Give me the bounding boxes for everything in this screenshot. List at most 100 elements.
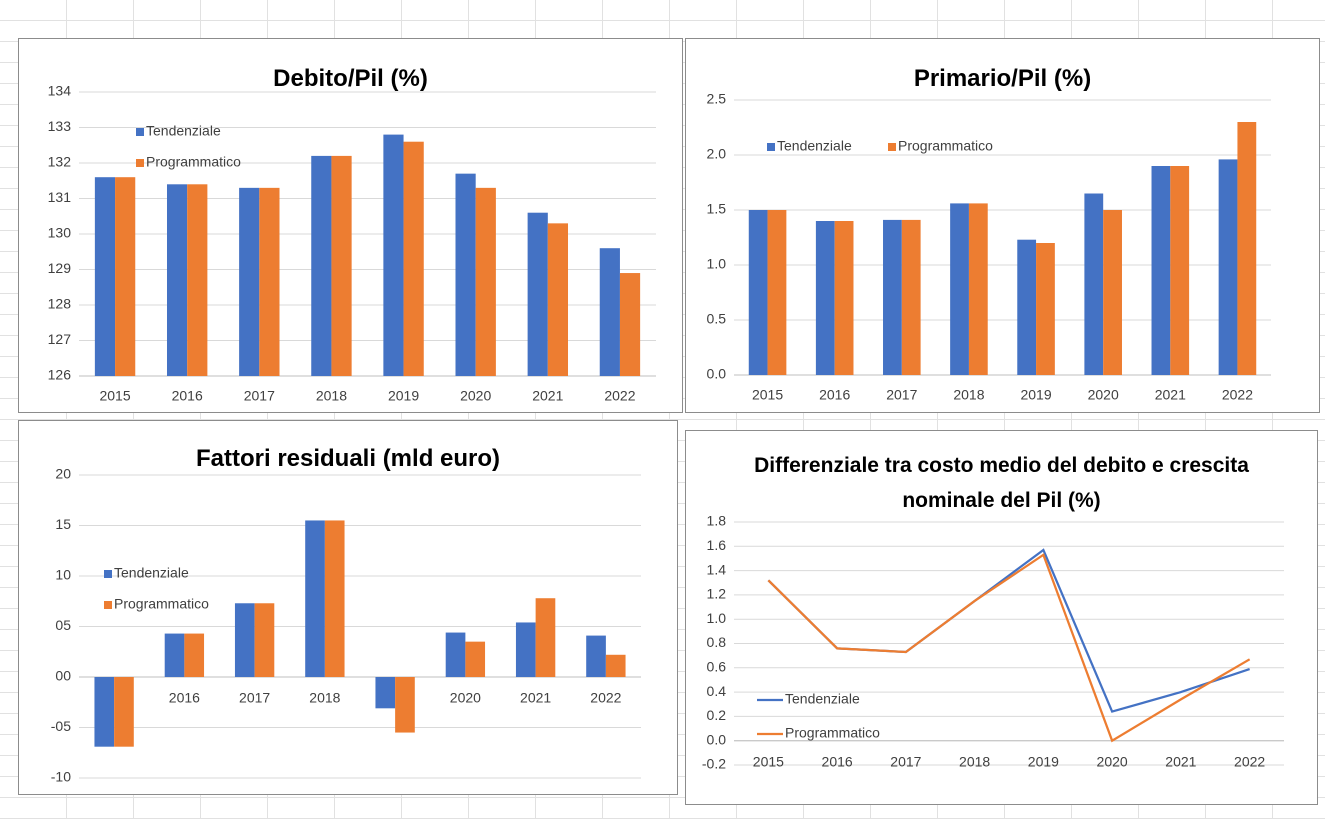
bar [901,219,921,375]
bar [114,677,134,747]
x-tick-label: 2016 [819,387,850,403]
bar [115,177,136,376]
bar [324,520,345,677]
chart-box: -0.2 0.0 0.2 0.4 0.6 0.8 1.0 1.2 1.4 1.6 1.8 2015 20… [685,430,1318,805]
legend-swatch [767,143,775,151]
y-tick-label: 0.0 [707,731,727,747]
x-tick-label: 2020 [450,690,481,706]
legend-swatch [104,601,112,609]
bar [395,677,415,733]
x-tick-label: 2019 [388,388,419,404]
bar [465,641,486,677]
legend-label: Tendenziale [114,565,189,581]
y-tick-label: 0.2 [707,707,727,723]
y-tick-label: 2.0 [707,146,727,162]
legend-swatch [136,128,144,136]
legend-swatch [136,159,144,167]
x-tick-label: 2018 [316,388,347,404]
bar [619,273,641,376]
x-tick-label: 2017 [890,753,921,769]
y-tick-label: 0.5 [707,311,727,327]
bar [254,603,275,677]
bar [968,203,988,375]
y-tick-label: 128 [48,296,72,312]
y-tick-label: 0.0 [707,366,727,382]
y-tick-label: 1.8 [707,513,727,529]
y-tick-label: 00 [55,668,71,684]
x-tick-label: 2019 [1028,753,1059,769]
x-tick-label: 2021 [520,690,551,706]
bar [1237,122,1257,375]
bar [599,248,620,376]
y-tick-label: 1.0 [707,256,727,272]
chart-title: Primario/Pil (%) [913,65,1092,92]
x-tick-label: 2015 [99,388,130,404]
bar [305,520,325,677]
x-tick-label: 2016 [169,690,200,706]
chart: 0.0 0.5 1.0 1.5 2.0 2.5 2015 2016 2017 2018 2019 20… [707,91,1271,403]
bar [605,654,626,677]
bar [311,155,332,376]
chart: 126 127 128 129 130 131 132 133 134 2015 2016 2017 2… [48,83,656,404]
bar [331,155,352,376]
x-tick-label: 2022 [1234,753,1265,769]
y-tick-label: 133 [48,118,72,134]
bar [767,210,787,375]
y-tick-label: 131 [48,189,72,205]
chart-title: Debito/Pil (%) [273,65,428,92]
y-tick-label: 1.0 [707,610,727,626]
bar [187,184,208,376]
bar [834,221,854,375]
y-tick-label: 20 [55,466,71,482]
bar [259,187,280,376]
y-tick-label: 126 [48,367,72,383]
legend-swatch [888,143,896,151]
y-tick-label: 0.4 [707,683,727,699]
y-tick-label: 129 [48,260,72,276]
y-tick-label: -0.2 [702,756,726,772]
legend-label: Tendenziale [785,691,860,707]
bar [1170,166,1190,375]
y-tick-label: -10 [51,769,71,785]
x-tick-label: 2015 [753,753,784,769]
legend-label: Programmatico [146,154,241,170]
chart-box: 126 127 128 129 130 131 132 133 134 2015 2016 2017 2… [18,38,683,413]
y-tick-label: 1.5 [707,201,727,217]
y-tick-label: 2.5 [707,91,727,107]
bar [748,210,768,375]
bar [234,603,255,677]
x-tick-label: 2018 [959,753,990,769]
legend-label: Programmatico [785,725,880,741]
x-tick-label: 2021 [1165,753,1196,769]
bar [815,221,835,375]
x-tick-label: 2016 [822,753,853,769]
x-tick-label: 2017 [244,388,275,404]
bar [1151,166,1171,375]
y-tick-label: -05 [51,718,71,734]
chart: -0.2 0.0 0.2 0.4 0.6 0.8 1.0 1.2 1.4 1.6 1.8 2015 20… [702,513,1284,772]
y-tick-label: 127 [48,331,72,347]
y-tick-label: 1.2 [707,586,727,602]
bar [1036,243,1055,375]
bar [1017,239,1037,375]
bar [883,219,902,375]
x-tick-label: 2015 [752,387,783,403]
legend-label: Programmatico [898,138,993,154]
y-tick-label: 10 [55,567,71,583]
x-tick-label: 2022 [1222,387,1253,403]
x-tick-label: 2022 [590,690,621,706]
bar [475,187,496,376]
y-tick-label: 132 [48,154,72,170]
y-tick-label: 05 [55,617,71,633]
bar [586,635,606,677]
bar [94,177,116,376]
bar [455,173,476,376]
x-tick-label: 2021 [1155,387,1186,403]
bar [403,141,424,376]
chart-box: -10-050005101520201520162017201820192020… [18,420,678,795]
x-tick-label: 2020 [1088,387,1119,403]
bar [1103,210,1122,375]
bar [383,134,404,376]
x-tick-label: 2017 [886,387,917,403]
